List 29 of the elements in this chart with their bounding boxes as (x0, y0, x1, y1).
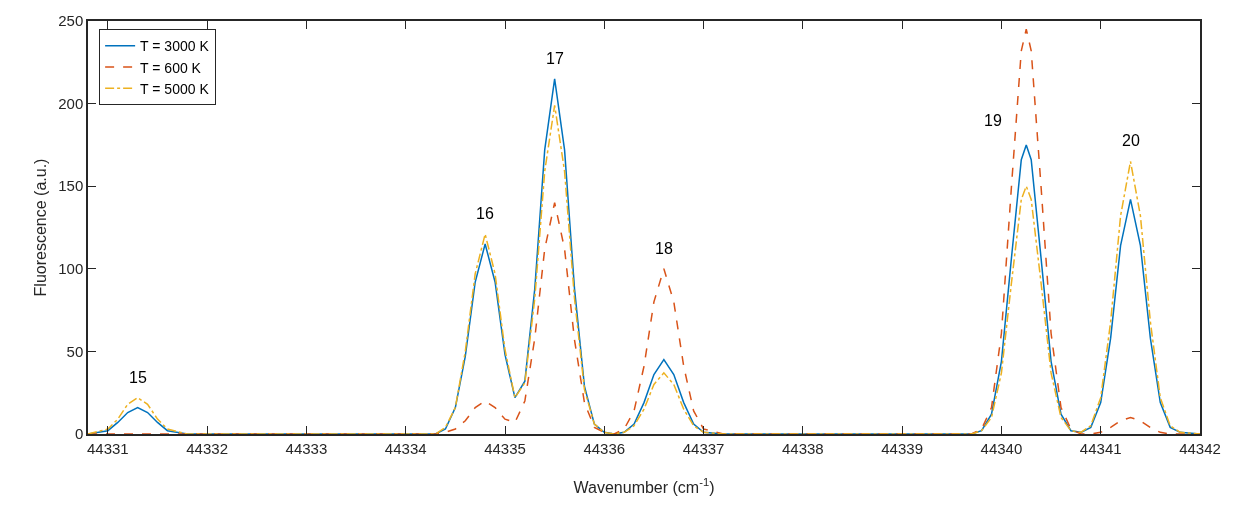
x-tick-label: 44334 (384, 439, 427, 457)
y-tick-label: 250 (58, 12, 84, 30)
annotation: 17 (546, 50, 564, 67)
x-tick-label: 44342 (1179, 439, 1221, 457)
annotation: 18 (655, 240, 673, 257)
y-tick-label: 200 (58, 94, 84, 112)
legend-label: T = 3000 K (140, 38, 210, 55)
y-tick-label: 0 (74, 425, 84, 443)
legend-label: T = 600 K (140, 59, 202, 76)
x-tick-label: 44333 (285, 439, 328, 457)
x-tick-label: 44340 (980, 439, 1023, 457)
x-tick-label: 44336 (583, 439, 626, 457)
annotation: 15 (129, 369, 147, 386)
x-tick-label: 44337 (682, 439, 725, 457)
legend-label: T = 5000 K (140, 80, 210, 97)
y-axis-title: Fluorescence (a.u.) (31, 158, 49, 297)
x-tick-label: 44341 (1079, 439, 1122, 457)
x-axis-title: Wavenumber (cm$^{-1}$) (573, 475, 715, 496)
annotation: 20 (1122, 132, 1140, 149)
x-tick-label: 44339 (881, 439, 923, 457)
y-tick-label: 100 (58, 260, 84, 278)
annotation: 16 (476, 205, 494, 222)
x-tick-label: 44332 (186, 439, 228, 457)
x-tick-label: 44335 (484, 439, 526, 457)
x-tick-label: 44331 (87, 439, 129, 457)
y-tick-label: 50 (66, 342, 84, 360)
y-tick-label: 150 (58, 177, 84, 195)
annotation: 19 (984, 112, 1002, 129)
x-tick-label: 44338 (782, 439, 824, 457)
